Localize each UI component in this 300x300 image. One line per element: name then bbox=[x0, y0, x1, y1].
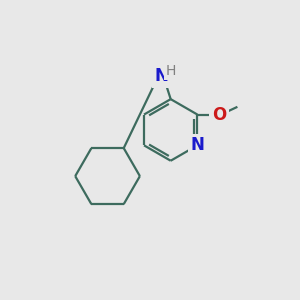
Text: N: N bbox=[154, 67, 168, 85]
Text: O: O bbox=[212, 106, 226, 124]
Text: H: H bbox=[166, 64, 176, 78]
Text: N: N bbox=[190, 136, 204, 154]
